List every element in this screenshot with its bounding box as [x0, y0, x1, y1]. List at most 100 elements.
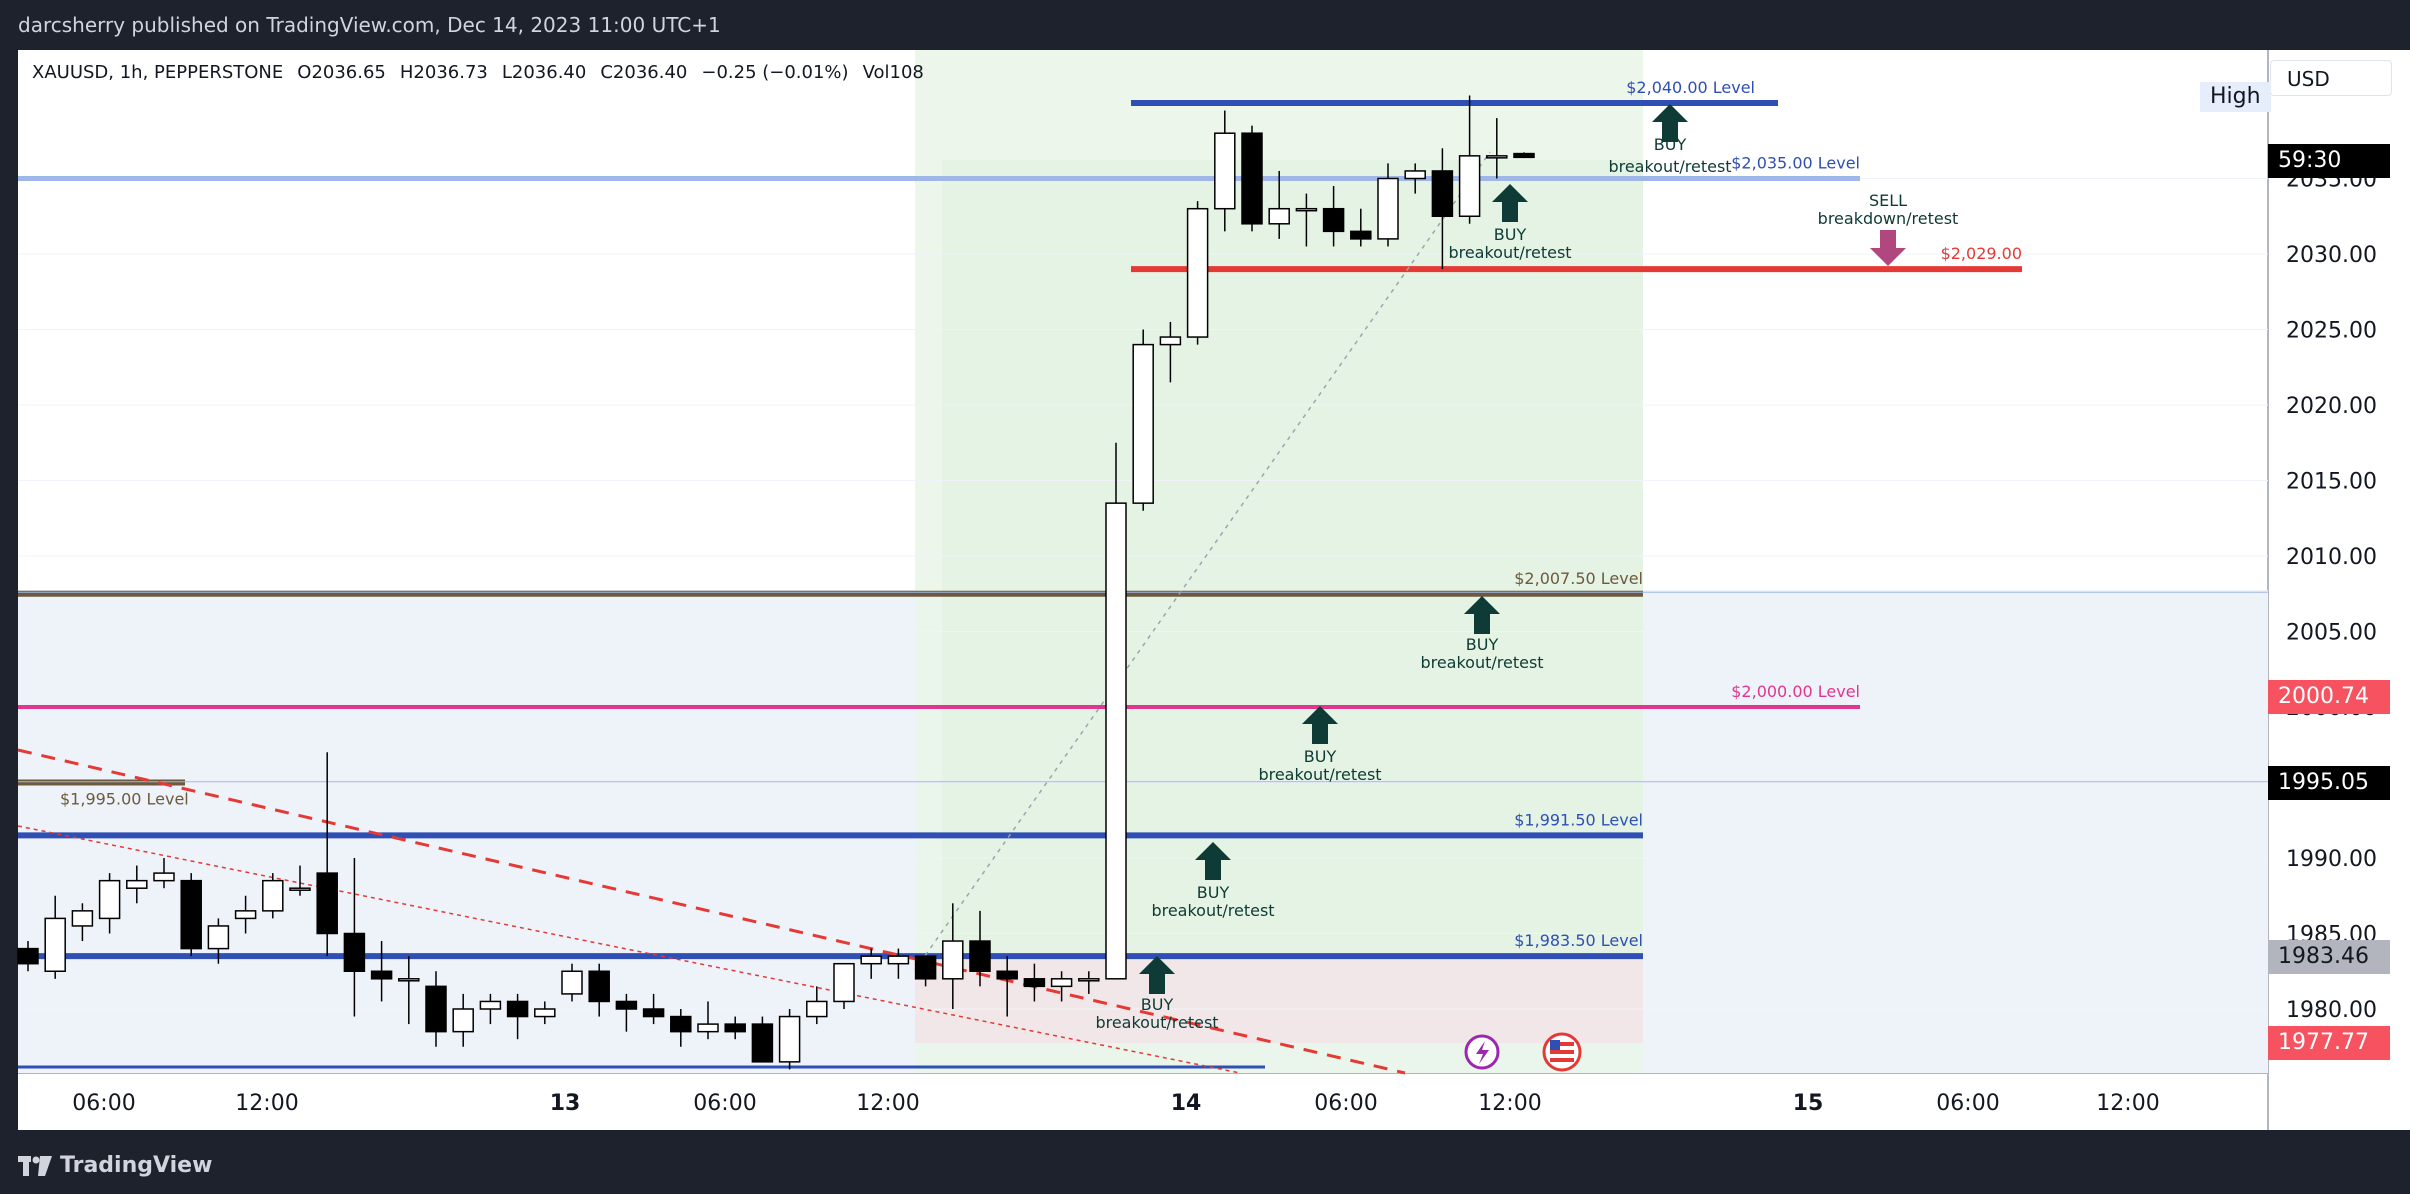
candle-body — [1404, 170, 1426, 180]
buy-arrow-icon — [1195, 842, 1231, 880]
candle-body — [262, 879, 284, 912]
buy-label: BUY — [1304, 747, 1337, 766]
candle-body — [1105, 502, 1127, 980]
time-axis-labels: 06:00 12:00 13 06:00 12:00 14 06:00 12:00 15 06:0… — [72, 1091, 2159, 1116]
candle-body — [370, 970, 393, 980]
candle-body — [479, 1000, 502, 1010]
level-label: $1,983.50 Level — [1514, 931, 1643, 950]
candle-body — [1431, 170, 1454, 217]
price-tick-label: 1990.00 — [2286, 847, 2377, 872]
sell-label: SELL — [1869, 191, 1907, 210]
level-label: $1,995.00 Level — [60, 790, 189, 809]
horizontal-levels: $2,040.00 Level $2,035.00 Level $2,029.00 $… — [18, 78, 2268, 1069]
candle-body — [969, 940, 991, 972]
time-tick-label: 14 — [1171, 1091, 1202, 1116]
candle-body — [425, 985, 447, 1033]
candle-body — [1186, 207, 1209, 338]
candle-body — [1513, 152, 1535, 159]
time-tick-label: 12:00 — [235, 1091, 298, 1116]
sell-arrow-icon — [1870, 230, 1906, 266]
time-tick-label: 15 — [1793, 1091, 1824, 1116]
ohlc-change: −0.25 (−0.01%) — [701, 62, 849, 83]
candle-body — [670, 1015, 692, 1033]
footer: TradingView — [0, 1140, 2410, 1194]
candle-body — [44, 917, 66, 973]
buy-sublabel: breakout/retest — [1448, 243, 1571, 262]
candle-body — [234, 910, 257, 920]
candle-body — [615, 1000, 638, 1010]
candle-body — [343, 932, 366, 972]
candle-body — [126, 879, 148, 889]
candles — [17, 95, 1535, 1070]
ohlc-close: C2036.40 — [600, 62, 688, 83]
annotations: BUYbreakout/retestBUYbreakout/retestBUYb… — [1095, 104, 1958, 1032]
lightning-icon[interactable] — [1464, 1034, 1500, 1070]
candle-body — [1078, 978, 1100, 982]
buy-sublabel: breakout/retest — [1258, 765, 1381, 784]
level-label: $2,007.50 Level — [1514, 569, 1643, 588]
candle-body — [398, 978, 420, 982]
buy-sublabel: breakout/retest — [1151, 901, 1274, 920]
candle-body — [1159, 336, 1182, 346]
candle-body — [887, 955, 910, 965]
candle-body — [561, 970, 583, 995]
candle-body — [942, 940, 964, 980]
buy-label: BUY — [1466, 635, 1499, 654]
buy-arrow-icon — [1464, 596, 1500, 634]
buy-sublabel: breakout/retest — [1608, 157, 1731, 176]
buy-arrow-icon — [1492, 184, 1528, 222]
symbol-info[interactable]: XAUUSD, 1h, PEPPERSTONE — [32, 62, 284, 83]
level-label: $2,035.00 Level — [1731, 154, 1860, 173]
candle-body — [1350, 230, 1372, 240]
buy-label: BUY — [1197, 883, 1230, 902]
level-label: $2,040.00 Level — [1626, 78, 1755, 97]
candle-body — [153, 872, 175, 882]
candle-body — [1486, 155, 1508, 159]
us-flag-icon[interactable] — [1542, 1032, 1582, 1072]
volume: Vol108 — [862, 62, 924, 83]
price-tag-1977: 1977.77 — [2268, 1026, 2390, 1060]
ohlc-low: L2036.40 — [501, 62, 587, 83]
candle-body — [180, 879, 202, 950]
buy-arrow-icon — [1652, 104, 1688, 142]
level-label: $2,029.00 — [1941, 244, 2022, 263]
time-tick-label: 06:00 — [72, 1091, 135, 1116]
candle-body — [778, 1015, 801, 1063]
symbol-legend: XAUUSD, 1h, PEPPERSTONE O2036.65 H2036.7… — [32, 62, 924, 83]
price-tick-label: 2025.00 — [2286, 319, 2377, 344]
time-tick-label: 06:00 — [1936, 1091, 1999, 1116]
candle-body — [71, 910, 94, 927]
candle-body — [1322, 207, 1345, 233]
buy-label: BUY — [1494, 225, 1527, 244]
countdown-tag: 59:30 — [2268, 144, 2390, 178]
candle-body — [1295, 207, 1318, 212]
candle-body — [806, 1000, 828, 1018]
currency-button[interactable]: USD — [2270, 60, 2392, 96]
sell-sublabel: breakdown/retest — [1818, 209, 1959, 228]
candle-body — [98, 879, 121, 920]
candle-body — [17, 947, 39, 965]
candle-body — [833, 962, 855, 1003]
zone-green-inner — [942, 160, 1643, 960]
tradingview-logo[interactable]: TradingView — [18, 1153, 212, 1178]
buy-arrow-icon — [1139, 956, 1175, 994]
ohlc-open: O2036.65 — [297, 62, 386, 83]
time-tick-label: 13 — [550, 1091, 581, 1116]
level-label: $1,991.50 Level — [1514, 810, 1643, 829]
publisher-bar: darcsherry published on TradingView.com,… — [0, 0, 2410, 50]
candle-body — [534, 1008, 556, 1018]
candle-body — [207, 925, 230, 950]
candle-body — [1241, 132, 1263, 225]
candle-body — [642, 1008, 665, 1018]
price-tick-label: 2030.00 — [2286, 243, 2377, 268]
candle-body — [1050, 978, 1073, 988]
price-tick-label: 2005.00 — [2286, 621, 2377, 646]
candle-body — [697, 1023, 719, 1033]
time-tick-label: 06:00 — [693, 1091, 756, 1116]
candle-body — [1214, 132, 1236, 210]
published-text: darcsherry published on TradingView.com,… — [18, 13, 721, 37]
buy-sublabel: breakout/retest — [1095, 1013, 1218, 1032]
candle-body — [914, 955, 937, 980]
trendlines — [17, 151, 1491, 1075]
